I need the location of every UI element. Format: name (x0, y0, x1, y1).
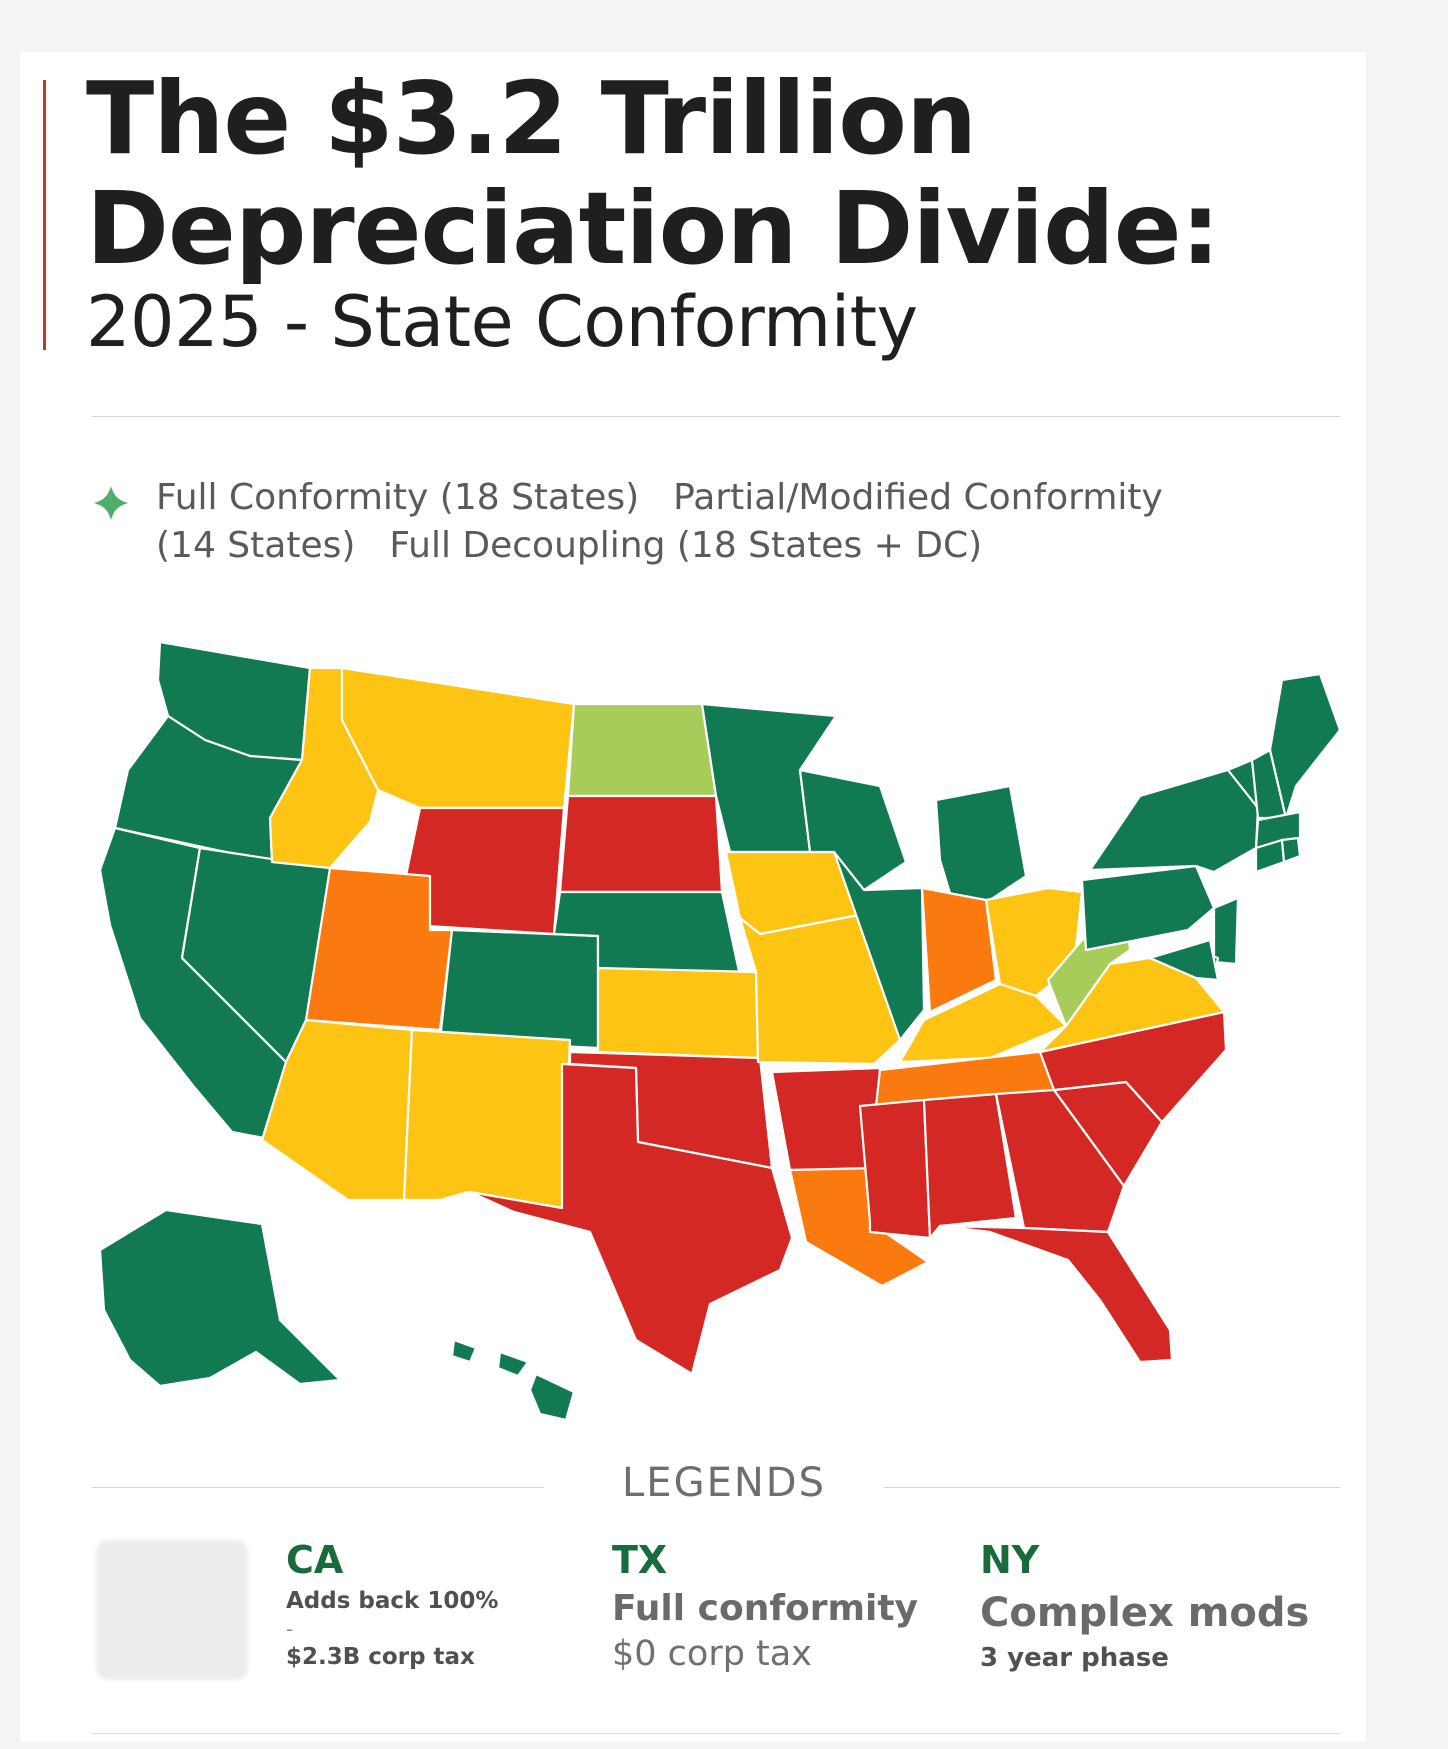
ny-detail-2: 3 year phase (980, 1643, 1169, 1673)
legend-partial-conformity: Partial/Modified Conformity (673, 477, 1163, 518)
state-pa (1080, 864, 1216, 952)
legend-card-tx: TX Full conformity $0 corp tax (612, 1534, 918, 1676)
legends-heading: LEGENDS (0, 1460, 1448, 1506)
state-al (922, 1092, 1018, 1240)
legend-card-ca: CA Adds back 100% - $2.3B corp tax (286, 1534, 498, 1672)
leaf-cross-icon (94, 486, 128, 520)
state-hi (450, 1338, 576, 1422)
legend-partial-count: (14 States) (156, 525, 356, 566)
blurred-image-placeholder (96, 1540, 248, 1680)
legend-full-decoupling: Full Decoupling (18 States + DC) (389, 525, 983, 566)
legend-line-1: Full Conformity (18 States) Partial/Modif… (156, 475, 1163, 521)
state-nd (566, 702, 718, 798)
ny-code: NY (980, 1538, 1040, 1582)
state-wv (1046, 928, 1132, 1028)
state-md (1148, 938, 1220, 982)
legend-line-2: (14 States) Full Decoupling (18 States + … (156, 523, 982, 569)
tx-code: TX (612, 1538, 668, 1582)
ca-separator: - (286, 1617, 294, 1641)
ca-detail-1: Adds back 100% (286, 1588, 499, 1614)
title-accent-bar (43, 80, 46, 350)
tx-detail-2: $0 corp tax (612, 1634, 812, 1674)
page-title: The $3.2 Trillion Depreciation Divide: (86, 64, 1221, 287)
page-subtitle: 2025 - State Conformity (86, 281, 918, 363)
legend-full-conformity: Full Conformity (18 States) (156, 477, 640, 518)
state-mi (934, 784, 1028, 902)
header-divider (92, 416, 1340, 417)
tx-detail-1: Full conformity (612, 1588, 919, 1629)
ny-detail-1: Complex mods (980, 1590, 1310, 1636)
state-sd (558, 794, 724, 894)
state-fl (938, 1224, 1174, 1364)
state-ms (858, 1098, 932, 1240)
ca-code: CA (286, 1538, 344, 1582)
state-co (438, 928, 600, 1050)
title-line-1: The $3.2 Trillion (86, 60, 977, 177)
state-in (920, 886, 998, 1014)
legends-rule-right (884, 1487, 1340, 1488)
legends-rule-left (92, 1487, 544, 1488)
state-tx (468, 1062, 794, 1376)
state-ga (994, 1088, 1126, 1234)
state-nm (402, 1028, 572, 1210)
state-il (832, 850, 926, 1042)
title-line-2: Depreciation Divide: (86, 170, 1221, 287)
state-ks (596, 966, 760, 1060)
ca-detail-2: $2.3B corp tax (286, 1644, 475, 1670)
state-ak (98, 1208, 342, 1388)
legend-card-ny: NY Complex mods 3 year phase (980, 1534, 1309, 1676)
footer-divider (92, 1733, 1340, 1734)
state-ri (1280, 836, 1302, 864)
state-mo (738, 912, 902, 1066)
state-ut (304, 866, 454, 1032)
state-nj (1212, 896, 1240, 966)
